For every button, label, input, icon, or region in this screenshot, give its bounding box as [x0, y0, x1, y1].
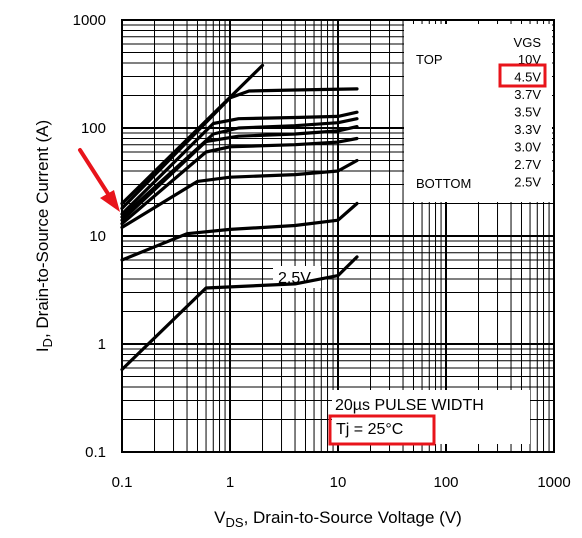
x-tick-label: 0.1 — [112, 474, 133, 491]
pulse-width-annotation: 20µs PULSE WIDTH — [335, 397, 484, 414]
legend-header: VGS — [514, 35, 542, 50]
series-line-8 — [120, 201, 359, 262]
y-tick-label: 0.1 — [85, 444, 106, 461]
y-axis-title: ID, Drain-to-Source Current (A) — [33, 120, 55, 352]
pointer-arrow — [78, 148, 120, 212]
legend-entry: 4.5V — [514, 70, 541, 85]
y-tick-label: 1 — [98, 336, 106, 353]
legend-entries: 10V 4.5V 3.7V 3.5V 3.3V 3.0V 2.7V 2.5V — [514, 52, 541, 190]
y-tick-labels: 1000 100 10 1 0.1 — [73, 12, 106, 461]
grid — [121, 20, 554, 453]
legend-bottom-label: BOTTOM — [416, 176, 471, 191]
pointer-arrow-head — [100, 190, 120, 212]
y-axis-title-subscript: D — [40, 338, 55, 347]
legend-highlight-box — [498, 63, 547, 88]
y-tick-label: 10 — [89, 228, 106, 245]
legend-entry: 2.5V — [514, 175, 541, 190]
series-line-3 — [120, 110, 359, 216]
tj-highlight-box — [328, 414, 436, 446]
x-tick-label: 1 — [226, 474, 234, 491]
legend-entry: 3.7V — [514, 87, 541, 102]
legend-box — [404, 24, 552, 202]
legend-entry: 3.3V — [514, 122, 541, 137]
series-line-2 — [120, 87, 359, 210]
series-line-7 — [120, 158, 359, 229]
pointer-arrow-shaft — [78, 148, 114, 202]
y-tick-label: 1000 — [73, 12, 106, 29]
y-tick-label: 100 — [81, 120, 106, 137]
x-tick-labels: 0.1 1 10 100 1000 — [112, 474, 571, 491]
x-tick-label: 1000 — [537, 474, 570, 491]
curve-label-2-5v: 2.5V — [278, 270, 311, 287]
tj-annotation: Tj = 25°C — [336, 421, 403, 438]
x-tick-label: 100 — [433, 474, 458, 491]
plot-frame — [121, 19, 555, 453]
series-line-6 — [120, 136, 359, 226]
series-line-9 — [120, 255, 359, 372]
series-group — [120, 63, 359, 372]
x-axis-title: VDS, Drain-to-Source Voltage (V) — [214, 508, 462, 530]
legend-top-label: TOP — [416, 52, 443, 67]
legend-entry: 10V — [518, 52, 541, 67]
legend-entry: 2.7V — [514, 157, 541, 172]
series-line-5 — [120, 125, 359, 222]
x-axis-title-subscript: DS — [226, 515, 244, 530]
x-tick-label: 10 — [330, 474, 347, 491]
legend-entry: 3.5V — [514, 105, 541, 120]
legend-entry: 3.0V — [514, 140, 541, 155]
